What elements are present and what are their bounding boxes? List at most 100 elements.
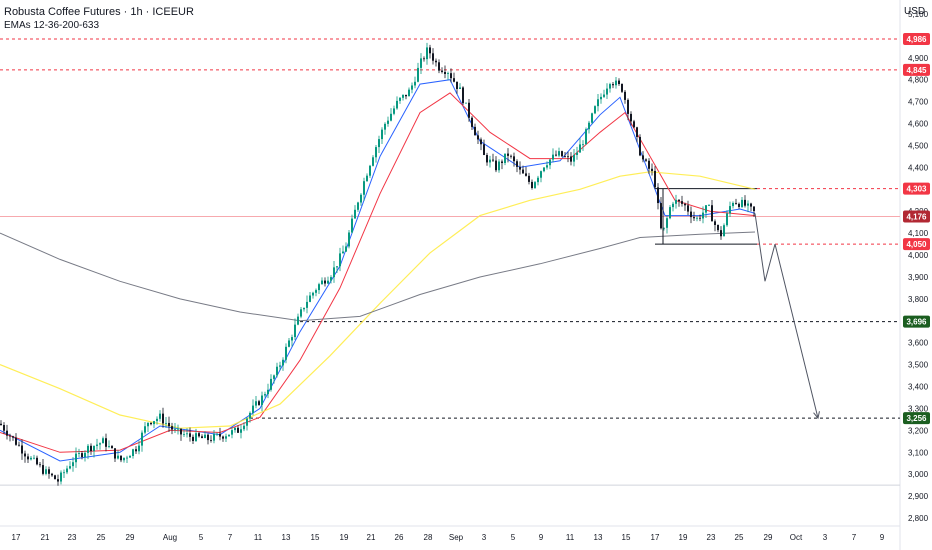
- candle-body: [99, 443, 101, 445]
- price-tick-label: 4,000: [908, 251, 929, 260]
- candle-body: [588, 122, 590, 130]
- candle-body: [195, 433, 197, 441]
- price-tick-label: 4,800: [908, 76, 929, 85]
- price-tick-label: 3,400: [908, 383, 929, 392]
- time-tick-label: 13: [282, 533, 291, 542]
- candle-body: [621, 84, 623, 92]
- candle-body: [93, 445, 95, 451]
- candle-body: [312, 292, 314, 296]
- price-tag-bg: [903, 32, 930, 45]
- candle-body: [705, 205, 707, 213]
- candle-body: [738, 203, 740, 207]
- candle-body: [330, 277, 332, 281]
- candle-body: [426, 47, 428, 60]
- candle-body: [159, 413, 161, 419]
- grid: [0, 0, 901, 550]
- candle-body: [630, 113, 632, 122]
- candle-body: [465, 102, 467, 104]
- time-tick-label: 5: [511, 533, 516, 542]
- candle-body: [165, 422, 167, 424]
- candle-body: [141, 432, 143, 446]
- candle-body: [33, 457, 35, 459]
- candle-body: [675, 199, 677, 204]
- candle-body: [231, 430, 233, 435]
- candle-body: [525, 173, 527, 176]
- price-axis: 2,800 2,900 3,000 3,100 3,200 3,300 3,400 3,500…: [908, 10, 929, 523]
- candle-body: [207, 434, 209, 441]
- candle-body: [12, 436, 14, 438]
- price-tag-label: 4,176: [906, 212, 927, 221]
- candle-body: [345, 246, 347, 252]
- time-tick-label: 26: [395, 533, 404, 542]
- candle-body: [657, 187, 659, 204]
- candle-body: [294, 324, 296, 338]
- time-tick-label: 15: [622, 533, 631, 542]
- candle-body: [168, 422, 170, 427]
- candle-body: [528, 175, 530, 182]
- candle-body: [531, 181, 533, 189]
- time-tick-label: 23: [707, 533, 716, 542]
- candle-body: [672, 203, 674, 208]
- candle-body: [48, 469, 50, 474]
- candle-body: [420, 58, 422, 68]
- candle-body: [732, 202, 734, 207]
- price-tick-label: 3,100: [908, 448, 929, 457]
- candle-body: [558, 151, 560, 156]
- candle-body: [447, 73, 449, 75]
- candle-body: [321, 280, 323, 285]
- candle-body: [6, 430, 8, 436]
- candle-body: [255, 401, 257, 406]
- candle-body: [729, 206, 731, 214]
- price-tag-bg: [903, 63, 930, 76]
- candle-body: [489, 159, 491, 163]
- candle-body: [180, 428, 182, 435]
- candle-body: [435, 60, 437, 63]
- candle-body: [693, 217, 695, 219]
- candle-body: [702, 212, 704, 219]
- candle-body: [753, 206, 755, 212]
- price-tick-label: 4,700: [908, 98, 929, 107]
- price-tag-bg: [903, 412, 930, 425]
- candle-body: [237, 427, 239, 433]
- candle-body: [81, 453, 83, 457]
- candle-body: [696, 217, 698, 219]
- candle-body: [393, 108, 395, 114]
- price-tag-label: 4,986: [906, 35, 927, 44]
- time-tick-label: 25: [735, 533, 744, 542]
- candle-body: [639, 136, 641, 156]
- candle-body: [0, 423, 2, 426]
- candle-body: [648, 160, 650, 169]
- candle-body: [576, 152, 578, 155]
- candle-body: [618, 80, 620, 85]
- candle-body: [210, 440, 212, 441]
- candle-body: [126, 457, 128, 459]
- candle-body: [735, 202, 737, 204]
- candle-body: [186, 433, 188, 435]
- candle-body: [303, 307, 305, 310]
- time-tick-label: 28: [424, 533, 433, 542]
- candle-body: [240, 429, 242, 433]
- indicator-legend[interactable]: EMAs 12-36-200-633: [4, 20, 100, 31]
- ema-line: [0, 79, 756, 462]
- candle-body: [750, 203, 752, 207]
- price-tick-label: 3,900: [908, 273, 929, 282]
- candle-body: [129, 455, 131, 458]
- candle-body: [270, 378, 272, 390]
- time-tick-label: 3: [482, 533, 487, 542]
- candle-body: [711, 205, 713, 222]
- time-tick-label: Aug: [163, 533, 177, 542]
- candle-body: [216, 433, 218, 435]
- candle-body: [633, 121, 635, 128]
- candle-body: [21, 445, 23, 454]
- candle-body: [477, 135, 479, 140]
- candles: [0, 42, 755, 486]
- candle-body: [342, 251, 344, 254]
- candle-body: [51, 473, 53, 476]
- candle-body: [387, 120, 389, 124]
- candle-body: [102, 438, 104, 444]
- time-tick-label: 13: [594, 533, 603, 542]
- candle-body: [609, 84, 611, 89]
- candle-body: [192, 436, 194, 441]
- candle-body: [444, 71, 446, 75]
